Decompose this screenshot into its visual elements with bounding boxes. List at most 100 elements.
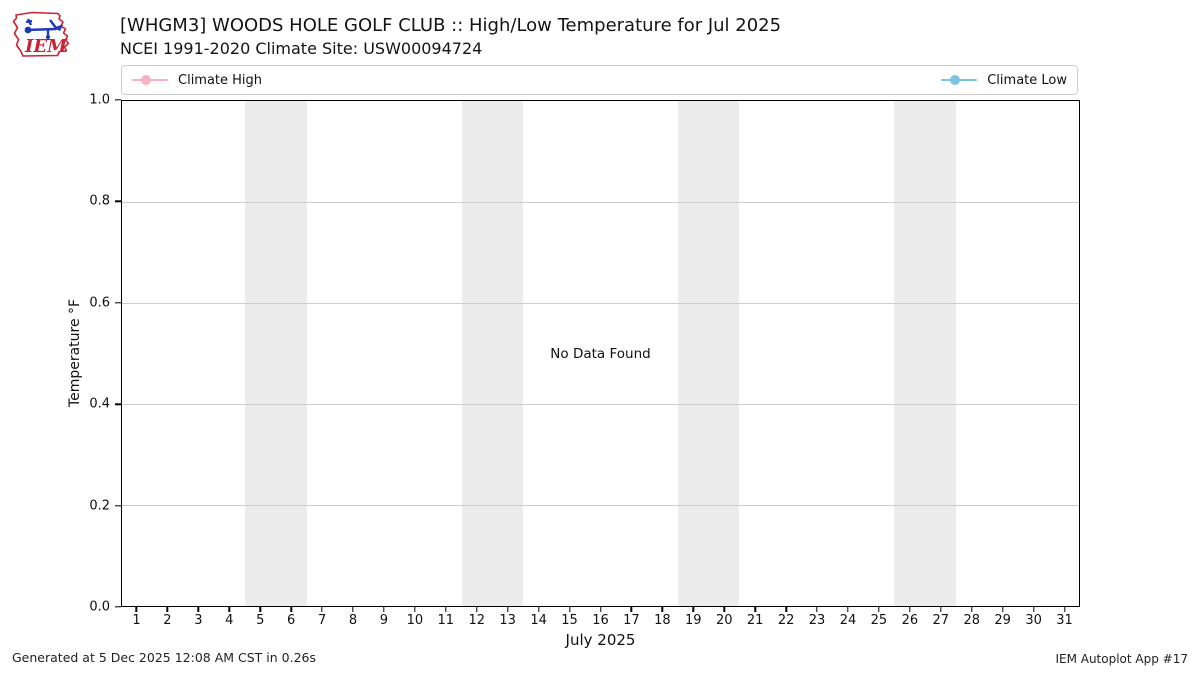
no-data-message: No Data Found [550, 345, 651, 362]
x-tick-mark [847, 607, 849, 612]
y-axis-ticks [115, 99, 121, 608]
x-tick-label: 12 [468, 613, 486, 628]
x-tick-mark [445, 607, 447, 612]
x-tick-mark [816, 607, 818, 612]
gridline [122, 303, 1079, 304]
y-tick-label: 0.6 [89, 295, 110, 311]
y-tick-mark [115, 504, 121, 507]
x-tick-label: 4 [225, 613, 234, 628]
legend-label-climate-high: Climate High [178, 72, 263, 88]
x-tick-label: 23 [808, 613, 826, 628]
x-tick-label: 5 [256, 613, 265, 628]
x-tick-mark [568, 607, 571, 612]
x-tick-mark [1001, 607, 1004, 612]
x-tick-mark [135, 607, 138, 612]
iem-logo: IEM [10, 6, 80, 64]
iowa-outline-icon: IEM [12, 11, 70, 57]
x-tick-label: 28 [963, 613, 980, 628]
x-tick-mark [476, 607, 478, 612]
x-tick-label: 1 [132, 613, 141, 628]
x-axis-ticks [121, 607, 1080, 612]
x-tick-mark [321, 607, 323, 612]
x-tick-mark [754, 607, 756, 612]
y-tick-label: 0.8 [89, 193, 110, 209]
x-tick-label: 7 [317, 613, 327, 628]
x-axis-title: July 2025 [565, 631, 636, 649]
x-tick-mark [692, 607, 694, 612]
x-tick-label: 15 [561, 613, 578, 628]
x-tick-mark [414, 607, 416, 612]
legend: Climate High Climate Low [121, 65, 1078, 95]
x-tick-mark [506, 607, 509, 612]
x-tick-mark [228, 607, 230, 612]
x-tick-label: 3 [194, 613, 203, 628]
y-tick-label: 1.0 [89, 92, 110, 108]
gridline [122, 505, 1079, 506]
x-tick-label: 18 [654, 613, 671, 628]
x-tick-label: 20 [715, 613, 733, 628]
x-tick-label: 6 [287, 613, 296, 628]
x-tick-label: 24 [839, 613, 857, 628]
x-tick-mark [197, 607, 200, 612]
plot-area: No Data Found [121, 100, 1080, 607]
x-tick-label: 22 [777, 613, 795, 628]
weekend-band [461, 101, 524, 606]
x-tick-mark [661, 607, 664, 612]
y-axis-title: Temperature °F [67, 298, 83, 408]
y-tick-label: 0.0 [89, 599, 110, 615]
x-tick-label: 16 [592, 613, 609, 628]
gridline [122, 202, 1079, 203]
x-tick-mark [383, 607, 385, 612]
climate-high-line-marker-icon [132, 75, 168, 85]
x-tick-mark [599, 607, 602, 612]
x-tick-mark [352, 607, 354, 612]
x-tick-label: 10 [406, 613, 424, 628]
x-tick-label: 31 [1056, 613, 1073, 628]
x-tick-label: 29 [994, 613, 1011, 628]
x-tick-mark [290, 607, 292, 612]
x-tick-mark [909, 607, 911, 612]
y-tick-mark [115, 200, 121, 203]
app-credit: IEM Autoplot App #17 [1055, 652, 1188, 666]
page-title: [WHGM3] WOODS HOLE GOLF CLUB :: High/Low… [120, 15, 782, 36]
y-tick-mark [115, 99, 121, 101]
y-tick-label: 0.4 [89, 396, 110, 412]
y-tick-mark [115, 606, 121, 608]
weekend-band [245, 101, 308, 606]
x-tick-mark [166, 607, 169, 612]
legend-entry-climate-low: Climate Low [941, 73, 1067, 88]
x-tick-label: 9 [379, 613, 389, 628]
weekend-band [893, 101, 956, 606]
logo-text: IEM [24, 36, 68, 57]
x-tick-mark [259, 607, 261, 612]
title-block: [WHGM3] WOODS HOLE GOLF CLUB :: High/Low… [120, 14, 781, 60]
x-tick-label: 2 [163, 613, 172, 628]
x-axis-labels: 1 2 3 4 5 6 7 8 9 10 11 12 13 14 15 16 17 18 19 20 21 22 23 24 2… [121, 613, 1080, 631]
page-subtitle: NCEI 1991-2020 Climate Site: USW00094724 [120, 39, 483, 58]
climate-low-line-marker-icon [941, 75, 978, 85]
y-tick-mark [115, 302, 121, 304]
generated-timestamp: Generated at 5 Dec 2025 12:08 AM CST in … [12, 650, 316, 665]
x-tick-mark [630, 607, 633, 612]
x-tick-label: 14 [530, 613, 547, 628]
gridline [122, 404, 1079, 405]
x-tick-mark [878, 607, 880, 612]
x-tick-label: 17 [623, 613, 640, 628]
y-axis-labels: 1.0 0.8 0.6 0.4 0.2 0.0 [58, 93, 110, 615]
legend-label-climate-low: Climate Low [987, 72, 1067, 88]
x-tick-mark [971, 607, 973, 612]
x-tick-mark [940, 607, 942, 612]
x-tick-mark [537, 607, 540, 612]
x-tick-label: 25 [870, 613, 888, 628]
x-tick-label: 13 [499, 613, 516, 628]
x-tick-label: 8 [348, 613, 358, 628]
x-tick-label: 26 [901, 613, 919, 628]
x-tick-mark [723, 607, 725, 612]
y-tick-mark [115, 403, 121, 405]
x-tick-label: 21 [746, 613, 764, 628]
weekend-band [677, 101, 740, 606]
y-tick-label: 0.2 [89, 498, 110, 514]
x-tick-label: 30 [1025, 613, 1042, 628]
x-tick-label: 11 [437, 613, 455, 628]
